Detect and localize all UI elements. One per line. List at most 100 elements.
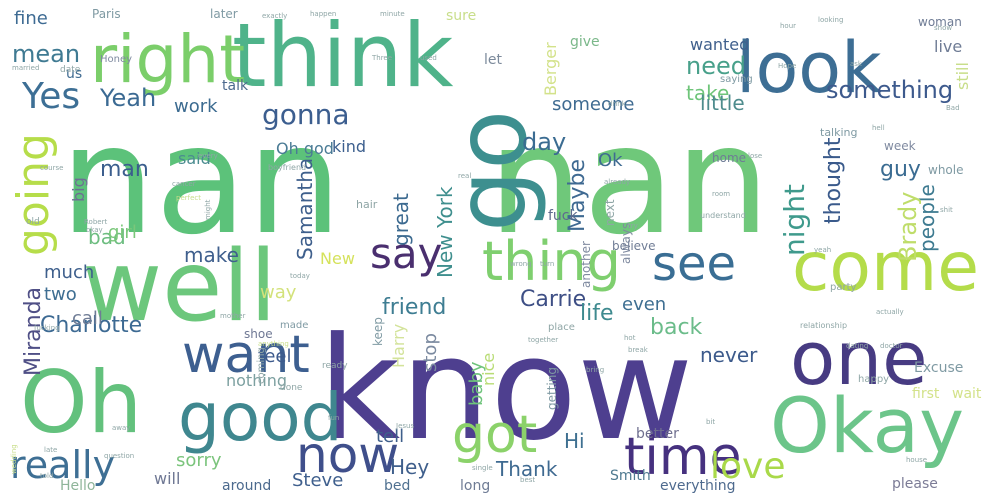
word-three-135: Three [371, 54, 392, 62]
word-try-170: try [628, 222, 638, 230]
word-stop-68: stop [420, 333, 441, 372]
word-relationship-128: relationship [800, 321, 847, 330]
word-said-59: said [178, 149, 211, 168]
word-later-93: later [210, 7, 238, 21]
word-well-6: well [82, 230, 277, 344]
word-carrie-41: Carrie [520, 287, 586, 312]
word-best-156: best [520, 476, 535, 484]
word-yeah-25: Yeah [99, 84, 156, 112]
word-see-17: see [652, 236, 736, 292]
word-big-47: big [69, 177, 88, 202]
word-nothing-72: nothing [226, 371, 287, 390]
word-need-28: need [686, 52, 746, 80]
word-first-101: first [912, 386, 940, 402]
word-happen-131: happen [310, 10, 336, 18]
word-sure-111: sure [446, 8, 476, 24]
word-date-125: date [60, 65, 81, 75]
word-hair-115: hair [356, 198, 378, 211]
word-understand-127: understand [700, 211, 746, 220]
word-steve-79: Steve [292, 470, 343, 491]
word-around-81: around [222, 478, 271, 494]
word-today-148: today [290, 272, 310, 280]
word-honey-97: Honey [100, 54, 132, 65]
word-another-99: another [579, 241, 593, 288]
word-wrong-146: wrong [510, 260, 532, 268]
word-never-64: never [700, 343, 758, 367]
word-getting-103: getting [545, 367, 559, 410]
word-jesus-177: Jesus [395, 422, 414, 430]
word-okay-11: Okay [770, 381, 964, 470]
word-fun-178: fun [328, 414, 339, 422]
word-late-164: late [44, 446, 57, 454]
word-old-124: old [26, 217, 40, 227]
word-brady-37: Brady [894, 192, 922, 262]
word-shit-172: shit [940, 206, 953, 214]
word-actually-154: actually [876, 308, 904, 316]
word-know-2: know [318, 307, 693, 472]
word-hi-74: Hi [564, 429, 585, 453]
word-hell-171: hell [872, 124, 885, 132]
word-feel-67: feel [258, 346, 292, 367]
word-wait-102: wait [952, 386, 982, 402]
word-yeah-180: yeah [814, 246, 831, 254]
word-will-78: will [154, 469, 180, 488]
word-life-65: life [580, 301, 614, 326]
word-nice-70: nice [479, 353, 498, 386]
word-call-53: call [72, 308, 103, 329]
word-robert-162: Robert [84, 218, 107, 226]
word-mean-26: mean [12, 40, 80, 68]
word-bad-173: Bad [946, 104, 960, 112]
word-little-30: little [700, 91, 745, 115]
word-room-138: room [712, 190, 730, 198]
word-made-110: made [280, 320, 308, 331]
word-come-8: come [792, 228, 979, 307]
word-week-107: week [884, 139, 916, 153]
word-already-144: already [604, 178, 630, 186]
word-next-116: next [603, 199, 617, 226]
word-someone-61: someone [552, 94, 635, 115]
word-oh-10: Oh [20, 353, 142, 453]
word-sorry-77: sorry [176, 450, 222, 471]
word-perfect-142: perfect [176, 194, 201, 202]
word-much-51: much [44, 262, 94, 283]
word-minute-132: minute [380, 10, 405, 18]
word-give-94: give [570, 34, 600, 50]
word-saying-114: saying [720, 74, 753, 85]
word-thing-15: thing [482, 230, 621, 293]
word-keep-109: keep [371, 317, 385, 346]
word-mother-149: mother [220, 312, 246, 320]
word-still-88: still [953, 62, 972, 90]
word-take-29: take [686, 81, 729, 105]
word-wanted-90: wanted [690, 35, 749, 54]
word-woman-112: woman [918, 15, 962, 29]
word-maybe-44: Maybe [565, 159, 590, 232]
word-looking-134: looking [818, 16, 843, 24]
word-turn-147: turn [540, 260, 554, 268]
word-fine-27: fine [14, 8, 48, 29]
word-break-160: break [628, 346, 649, 354]
word-even-66: even [622, 294, 666, 315]
word-one-9: one [790, 316, 928, 402]
word-party-120: party [830, 282, 857, 293]
word-told-165: told [40, 472, 53, 480]
word-let-92: let [484, 52, 503, 68]
word-go-7: go [435, 110, 549, 232]
word-miranda-38: Miranda [21, 287, 46, 376]
word-single-151: single [472, 464, 493, 472]
word-say-14: say [370, 229, 442, 278]
word-paris-95: Paris [92, 7, 121, 21]
word-excuse-100: Excuse [914, 360, 963, 376]
word-place-119: place [548, 322, 575, 333]
word-might-143: might [204, 199, 212, 220]
word-nan-0: nan [60, 94, 342, 268]
word-oh-god-57: Oh god [276, 139, 334, 158]
word-dating-152: dating [846, 342, 868, 350]
word-whole-108: whole [928, 163, 963, 177]
word-ok-60: Ok [598, 150, 623, 171]
word-every-161: every [198, 152, 218, 160]
word-new-55: New [320, 249, 355, 268]
word-think-3: think [232, 4, 454, 107]
word-long-86: long [460, 478, 490, 494]
word-guy-35: guy [880, 157, 921, 182]
